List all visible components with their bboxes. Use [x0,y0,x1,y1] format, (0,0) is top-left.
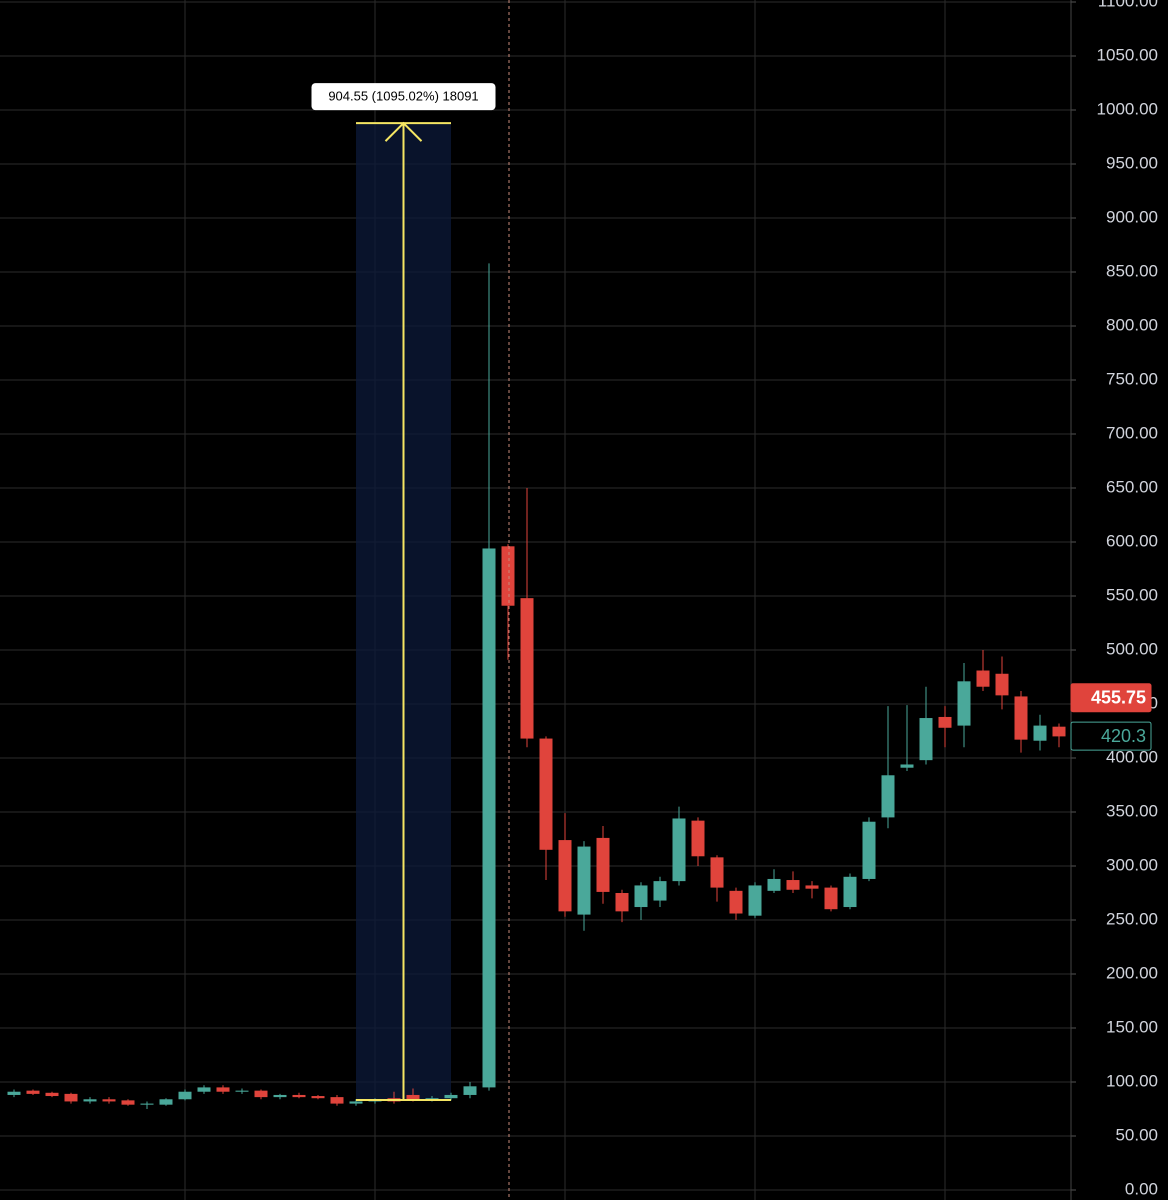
candle-body [729,890,743,914]
price-label: 420.3 [1101,726,1146,746]
candle-body [102,1099,116,1102]
y-tick-label: 850.00 [1106,261,1158,280]
candle-body [292,1094,306,1098]
candle-body [501,546,515,606]
candle-body [520,598,534,739]
candle-body [596,837,610,892]
candle-body [748,885,762,916]
candle-body [349,1101,363,1104]
y-tick-label: 350.00 [1106,801,1158,820]
price-label-box [1070,721,1152,751]
candle-body [843,876,857,908]
candle-body [121,1100,135,1105]
candle-body [558,840,572,912]
y-tick-label: 550.00 [1106,585,1158,604]
y-tick-label: 100.00 [1106,1071,1158,1090]
y-tick-label: 1000.00 [1097,99,1158,118]
candle-body [216,1087,230,1092]
candle-body [767,878,781,891]
candle-body [957,681,971,726]
candle-body [64,1093,78,1102]
candle-body [1014,696,1028,740]
measure-arrowhead [384,121,423,142]
candle-body [482,548,496,1088]
y-tick-label: 500.00 [1106,639,1158,658]
measure-tooltip: 904.55 (1095.02%) 18091 [328,89,478,104]
candle-body [1033,725,1047,741]
candle-body [140,1103,154,1105]
y-tick-label: 750.00 [1106,369,1158,388]
candle-body [26,1090,40,1094]
candle-body [444,1094,458,1099]
candle-body [824,887,838,910]
candle-body [615,892,629,912]
y-tick-label: 300.00 [1106,855,1158,874]
y-tick-label: 900.00 [1106,207,1158,226]
candle-body [539,738,553,850]
candle-body [1052,726,1066,737]
candle-body [463,1086,477,1095]
y-tick-label: 250.00 [1106,909,1158,928]
candle-body [7,1091,21,1095]
candle-body [786,880,800,890]
candle-body [311,1096,325,1099]
measure-tooltip-box [311,83,496,111]
candle-body [805,885,819,889]
y-tick-label: 600.00 [1106,531,1158,550]
candle-body [178,1091,192,1100]
candle-body [710,857,724,888]
y-tick-label: 1050.00 [1097,45,1158,64]
y-tick-label: 800.00 [1106,315,1158,334]
candle-body [691,820,705,857]
candle-body [254,1090,268,1098]
candle-body [881,775,895,818]
y-tick-label: 0.00 [1125,1179,1158,1198]
candle-body [995,673,1009,696]
y-tick-label: 200.00 [1106,963,1158,982]
candle-body [406,1094,420,1100]
y-tick-label: 650.00 [1106,477,1158,496]
y-tick-label: 1100.00 [1098,0,1158,10]
candle-body [672,818,686,882]
price-label: 455.75 [1091,688,1146,708]
y-tick-label: 700.00 [1106,423,1158,442]
candle-body [976,670,990,687]
candle-body [235,1090,249,1092]
candle-body [330,1097,344,1104]
candle-body [919,718,933,761]
candle-body [83,1099,97,1102]
candle-body [900,764,914,768]
candle-body [653,881,667,901]
price-label-box [1070,683,1152,713]
candle-body [45,1092,59,1097]
candle-body [862,821,876,879]
y-tick-label: 400.00 [1106,747,1158,766]
candle-body [197,1087,211,1092]
candle-body [938,716,952,728]
candle-body [634,885,648,908]
y-tick-label: 50.00 [1115,1125,1158,1144]
candle-body [577,846,591,915]
y-tick-label: 150.00 [1106,1017,1158,1036]
candle-body [273,1094,287,1098]
candle-body [159,1099,173,1105]
y-tick-label: 950.00 [1106,153,1158,172]
